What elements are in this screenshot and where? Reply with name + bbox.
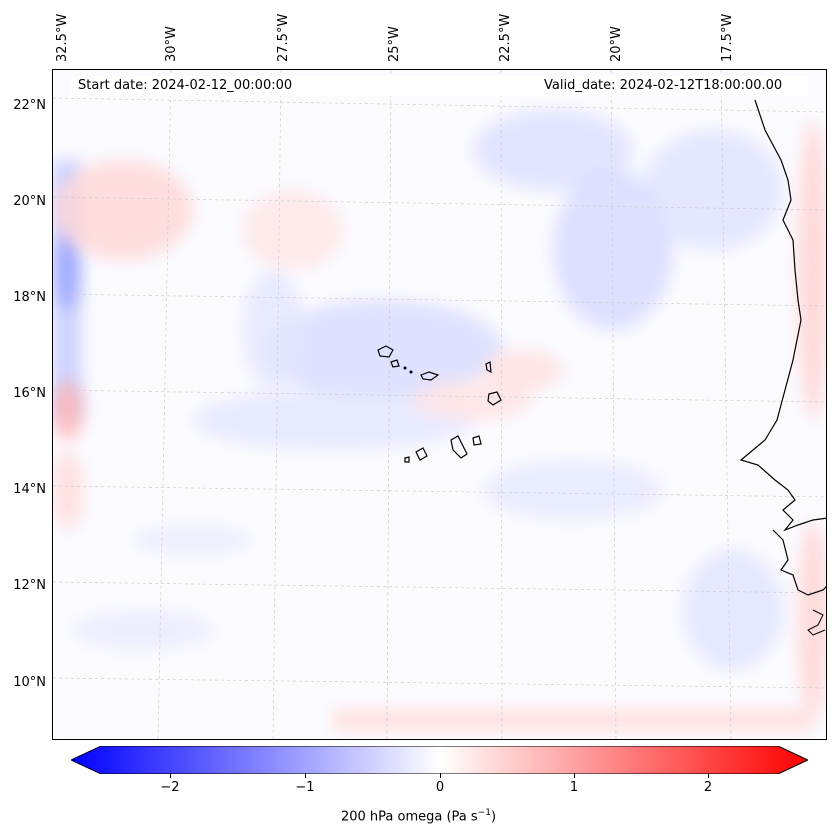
start-date-label: Start date: 2024-02-12_00:00:00 bbox=[78, 78, 293, 93]
colorbar-tick bbox=[170, 773, 171, 778]
colorbar-tick-label: −2 bbox=[160, 780, 180, 795]
colorbar-title-suffix: ) bbox=[490, 809, 497, 825]
colorbar-title-text: 200 hPa omega (Pa s bbox=[340, 809, 478, 825]
colorbar-tick bbox=[574, 773, 575, 778]
lon-label-32-5w: 32.5°W bbox=[55, 13, 70, 62]
date-info-bar bbox=[71, 76, 808, 96]
lat-label-22n: 22°N bbox=[13, 98, 46, 113]
lon-label-30w: 30°W bbox=[164, 26, 179, 62]
africa-coastline bbox=[739, 99, 826, 532]
positive-omega-shading bbox=[53, 120, 826, 730]
colorbar-tick-label: 1 bbox=[569, 780, 579, 795]
map-panel bbox=[52, 69, 827, 740]
lon-label-20w: 20°W bbox=[609, 26, 624, 62]
lon-label-27-5w: 27.5°W bbox=[276, 13, 291, 62]
omega-field bbox=[53, 70, 826, 739]
graticule bbox=[53, 70, 826, 739]
bijagos-islands bbox=[807, 609, 826, 636]
colorbar-tick bbox=[440, 773, 441, 778]
lat-label-20n: 20°N bbox=[13, 194, 46, 209]
lat-label-16n: 16°N bbox=[13, 386, 46, 401]
colorbar bbox=[71, 746, 808, 774]
islet-marker bbox=[403, 366, 407, 370]
colorbar-tick-label: −1 bbox=[295, 780, 315, 795]
cape-verde-islands bbox=[377, 345, 502, 463]
lon-label-17-5w: 17.5°W bbox=[720, 13, 735, 62]
lat-label-10n: 10°N bbox=[13, 675, 46, 690]
colorbar-title-exponent: −1 bbox=[477, 808, 491, 818]
lon-label-25w: 25°W bbox=[387, 26, 402, 62]
colorbar-tick bbox=[305, 773, 306, 778]
lat-label-18n: 18°N bbox=[13, 290, 46, 305]
colorbar-title: 200 hPa omega (Pa s−1) bbox=[0, 808, 837, 824]
colorbar-tick-label: 2 bbox=[703, 780, 713, 795]
colorbar-tick bbox=[708, 773, 709, 778]
guinea-coastline bbox=[772, 529, 826, 596]
lon-label-22-5w: 22.5°W bbox=[498, 13, 513, 62]
valid-date-label: Valid_date: 2024-02-12T18:00:00.00 bbox=[544, 78, 783, 93]
colorbar-tick-label: 0 bbox=[435, 780, 445, 795]
lat-label-12n: 12°N bbox=[13, 578, 46, 593]
lat-label-14n: 14°N bbox=[13, 482, 46, 497]
islet-marker bbox=[409, 370, 413, 374]
